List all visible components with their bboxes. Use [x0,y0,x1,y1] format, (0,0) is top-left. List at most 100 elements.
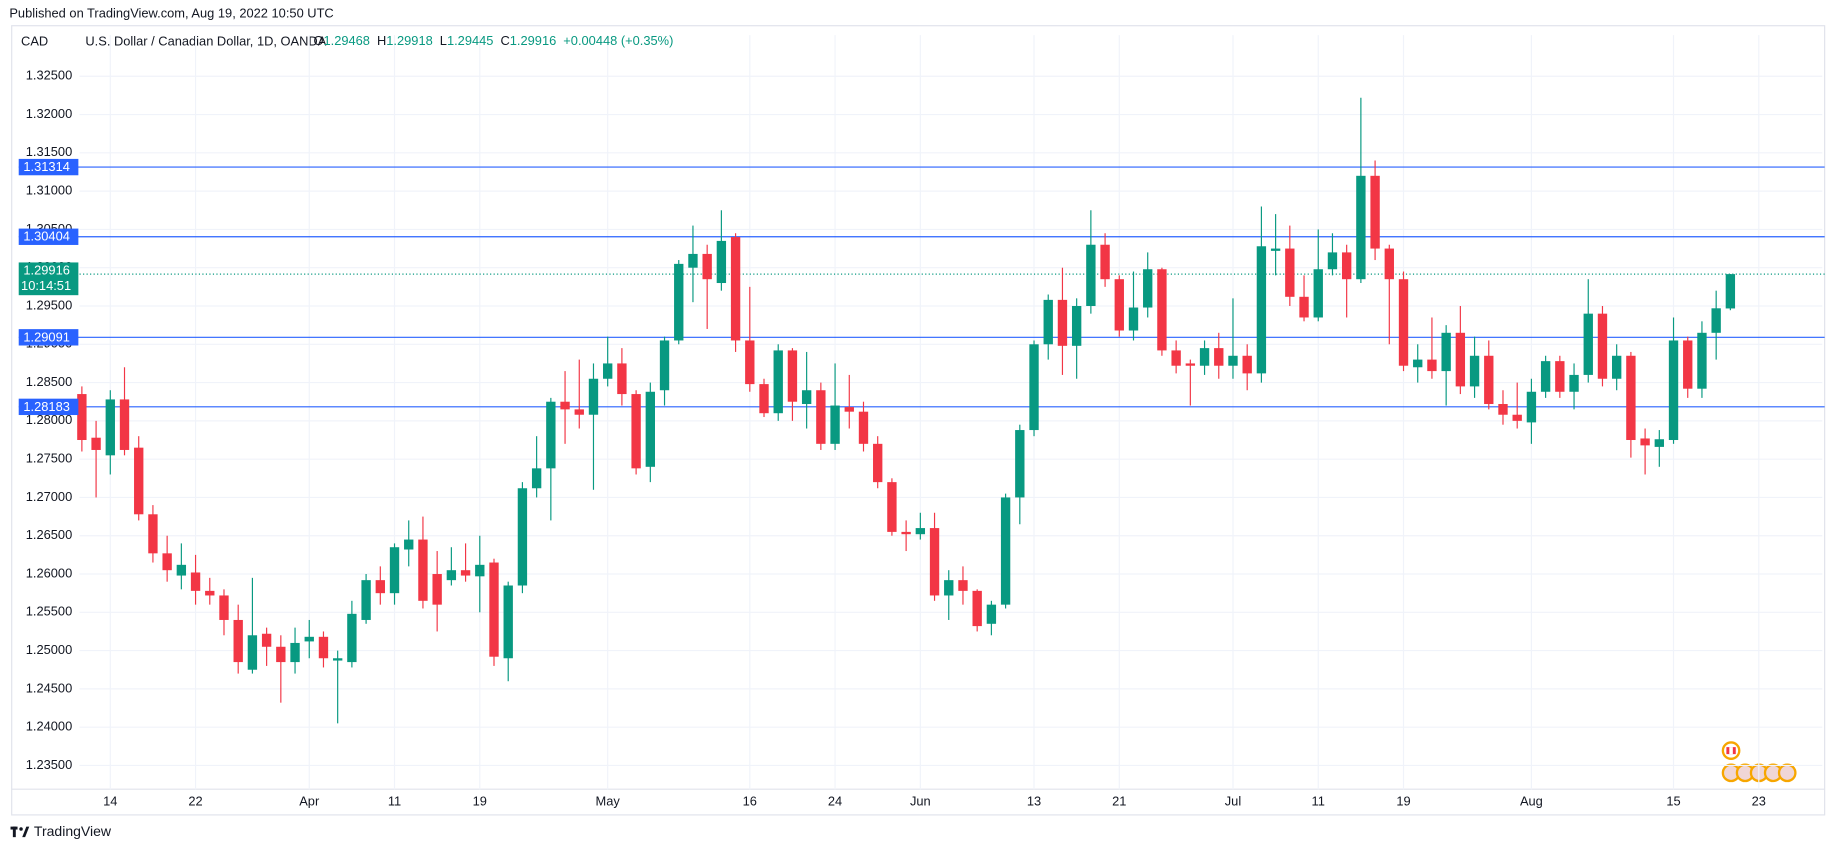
candle-body [546,401,556,469]
candle-body [1114,279,1124,331]
candle-body [1015,430,1025,498]
candle-body [1356,175,1366,280]
candle-body [1327,252,1338,270]
candle-body [375,580,385,594]
candle-body [574,409,584,415]
x-tick-label: 22 [188,793,202,808]
candle-body [404,539,414,550]
ohlc-value: 1.29468 [323,33,369,48]
candle-body [801,390,812,405]
candle-body [1612,355,1622,379]
x-tick-label: 11 [388,793,401,808]
level-label-box [18,398,79,416]
candle-body [1640,438,1650,446]
candle-body [290,642,300,663]
ohlc-prefix: H [377,33,386,48]
candle-body [1043,299,1053,345]
x-tick-label: 19 [473,793,487,808]
last-price-box [18,262,79,296]
level-label: 1.29091 [23,329,69,344]
x-tick-label: 13 [1027,793,1041,808]
candle-body [1199,348,1210,366]
candle-body [205,590,215,596]
candle-body [617,363,627,395]
currency: CAD [21,33,48,48]
x-tick-label: 21 [1112,793,1126,808]
candle-body [276,646,286,663]
ohlc-value: 1.29916 [510,33,556,48]
candle-body [716,240,727,284]
candle-body [958,580,968,591]
flag-icons [1721,741,1797,783]
candle-body [304,636,314,642]
candle-body [1000,497,1011,605]
candle-body [816,390,826,444]
candle-body [588,378,599,415]
candle-body [432,574,442,605]
level-label-box [18,228,79,245]
ohlc-prefix: C [500,33,509,48]
candle-body [730,237,741,341]
candle-body [1384,248,1394,280]
candle-body [1413,359,1423,368]
candle-body [247,635,258,670]
candle-body [1398,279,1409,366]
candle-body [475,564,485,577]
y-tick-label: 1.24500 [26,680,72,695]
candle-body [1256,246,1267,374]
y-tick-label: 1.31000 [26,183,72,198]
y-tick-label: 1.24000 [26,719,72,734]
candle-body [176,564,187,576]
candle-body [389,547,400,594]
candle-body [1683,340,1693,389]
pane-frame [11,25,1826,816]
x-tick-label: 14 [103,793,117,808]
candle-body [1029,344,1039,431]
candle-body [1057,299,1068,346]
candle-body [1455,332,1466,387]
candle-body [1569,374,1579,392]
candle-body [361,580,371,620]
candle-body [1100,244,1110,280]
published-note: Published on TradingView.com, Aug 19, 20… [9,5,333,20]
x-tick-label: 11 [1312,793,1325,808]
y-tick-label: 1.28500 [26,374,72,389]
x-tick-label: Jun [910,793,931,808]
candle-body [674,263,684,341]
level-label: 1.31314 [23,159,69,174]
level-label: 1.28183 [23,399,69,414]
candle-body [1469,355,1480,387]
candle-body [631,394,641,469]
y-tick-label: 1.26500 [26,527,72,542]
x-tick-label: 24 [828,793,842,808]
ohlc-prefix: O [313,33,323,48]
x-tick-label: Aug [1520,793,1543,808]
candle-body [1526,391,1537,423]
candle-body [830,405,840,444]
candle-body [929,528,940,596]
x-tick-label: 19 [1396,793,1410,808]
level-label-box [18,329,79,346]
countdown: 10:14:51 [21,278,71,293]
candle-body [645,391,655,467]
candle-body [1370,175,1380,249]
candle-body [1512,414,1522,421]
x-tick-label: Apr [299,793,320,808]
candle-body [873,443,883,483]
candle-body [134,447,144,515]
y-tick-label: 1.28000 [26,412,72,427]
ohlc-prefix: L [440,33,447,48]
last-price-label: 1.29916 [23,263,69,278]
x-tick-label: 15 [1666,793,1680,808]
candle-body [745,340,755,385]
candle-body [773,350,783,414]
candle-body [972,590,982,627]
y-tick-label: 1.25500 [26,604,72,619]
candle-body [1228,355,1238,366]
candle-body [489,562,499,657]
x-tick-label: May [596,793,621,808]
candle-body [1086,244,1096,306]
y-tick-label: 1.31500 [26,144,72,159]
